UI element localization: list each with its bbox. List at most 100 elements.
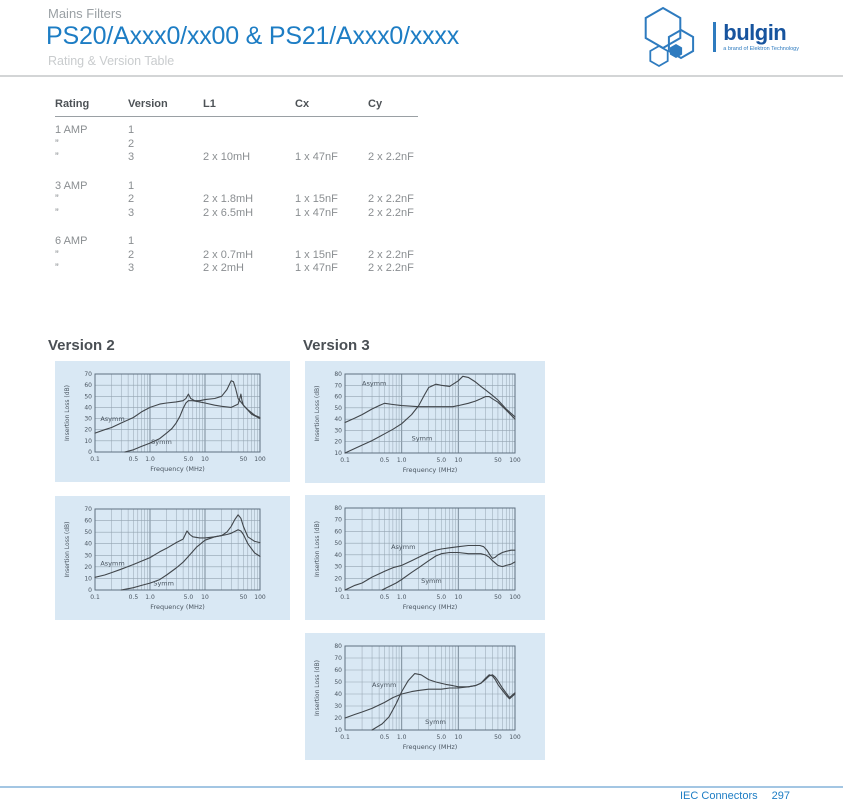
table-row: ” 2 2 x 0.7mH 1 x 15nF 2 x 2.2nF [55, 249, 418, 263]
svg-text:Frequency (MHz): Frequency (MHz) [403, 466, 458, 474]
table-cell: ” [55, 248, 59, 261]
svg-text:50: 50 [240, 594, 248, 601]
table-cell: 2 x 2.2nF [368, 262, 414, 274]
svg-text:Symm: Symm [153, 579, 174, 587]
svg-text:0.1: 0.1 [340, 594, 350, 601]
table-cell [295, 124, 368, 138]
table-group: 1 AMP 1” 2” 3 2 x 10mH 1 x 47nF 2 x 2.2nF [55, 124, 418, 165]
svg-text:1.0: 1.0 [145, 594, 155, 601]
svg-text:40: 40 [84, 541, 92, 548]
svg-text:10: 10 [455, 457, 463, 464]
svg-text:Asymm: Asymm [362, 379, 386, 387]
svg-text:20: 20 [334, 575, 342, 582]
svg-text:50: 50 [494, 734, 502, 741]
svg-text:70: 70 [334, 517, 342, 524]
svg-text:70: 70 [84, 371, 92, 378]
bulgin-logo: bulgin a brand of Elektron Technology [629, 4, 799, 70]
page-title: PS20/Axxx0/xx00 & PS21/Axxx0/xxxx [46, 22, 460, 50]
table-cell: 2 x 2.2nF [368, 206, 414, 219]
table-cell: 2 x 1.8mH [203, 193, 254, 205]
section-version-3: Version 3 [303, 337, 370, 354]
insertion-loss-chart-version3-lower: 10 20 30 40 50 60 70 80 0.1 0.5 1.0 5.0 10 50 100 Frequ… [305, 633, 545, 760]
svg-text:5.0: 5.0 [437, 594, 447, 601]
svg-text:Asymm: Asymm [100, 415, 124, 423]
svg-text:0.5: 0.5 [380, 457, 390, 464]
svg-text:50: 50 [334, 540, 342, 547]
svg-text:Insertion Loss (dB): Insertion Loss (dB) [64, 522, 71, 578]
table-cell [368, 180, 418, 194]
svg-text:30: 30 [334, 564, 342, 571]
svg-text:60: 60 [334, 394, 342, 401]
table-cell: ” [55, 151, 59, 163]
table-cell [368, 124, 418, 138]
svg-text:0.5: 0.5 [129, 594, 139, 601]
svg-text:40: 40 [334, 691, 342, 698]
table-row: ” 2 [55, 138, 418, 152]
page-footer: IEC Connectors 297 [680, 790, 790, 802]
page-subtitle: Rating & Version Table [48, 54, 175, 68]
section-version-2: Version 2 [48, 337, 115, 354]
svg-text:Symm: Symm [421, 577, 442, 585]
table-cell [203, 124, 295, 138]
table-cell: ” [55, 137, 59, 150]
table-cell: ” [55, 193, 59, 205]
svg-text:10: 10 [84, 438, 92, 445]
svg-text:40: 40 [334, 416, 342, 423]
svg-text:30: 30 [84, 416, 92, 423]
table-row: 1 AMP 1 [55, 124, 418, 138]
table-cell: 2 x 2.2nF [368, 248, 414, 261]
svg-text:60: 60 [84, 518, 92, 525]
column-header: Cy [368, 98, 383, 110]
footer-page-number: 297 [771, 790, 790, 802]
insertion-loss-chart-version3-upper: 10 20 30 40 50 60 70 80 0.1 0.5 1.0 5.0 10 50 100 Frequ… [305, 361, 545, 483]
hexagons-icon [644, 6, 695, 68]
table-header-row: Rating Version L1 Cx Cy [55, 97, 418, 111]
svg-text:20: 20 [84, 564, 92, 571]
svg-text:Symm: Symm [425, 718, 446, 726]
table-row: ” 3 2 x 6.5mH 1 x 47nF 2 x 2.2nF [55, 207, 418, 221]
insertion-loss-chart-version2-upper: 0 10 20 30 40 50 60 70 0.1 0.5 1.0 5.0 10 50 100 Freque… [55, 361, 290, 482]
svg-text:1.0: 1.0 [145, 456, 155, 463]
svg-text:50: 50 [494, 594, 502, 601]
table-cell: 1 x 47nF [295, 262, 338, 274]
svg-text:Insertion Loss (dB): Insertion Loss (dB) [314, 521, 321, 577]
logo-tagline: a brand of Elektron Technology [723, 46, 799, 52]
svg-text:40: 40 [84, 404, 92, 411]
table-row: ” 3 2 x 2mH 1 x 47nF 2 x 2.2nF [55, 262, 418, 276]
table-row: ” 2 2 x 1.8mH 1 x 15nF 2 x 2.2nF [55, 193, 418, 207]
table-cell [295, 180, 368, 194]
svg-text:5.0: 5.0 [437, 734, 447, 741]
table-cell: 1 AMP [55, 124, 88, 136]
svg-text:60: 60 [84, 382, 92, 389]
column-header: Version [128, 98, 168, 110]
svg-text:5.0: 5.0 [184, 594, 194, 601]
svg-text:0: 0 [88, 587, 92, 594]
svg-text:80: 80 [334, 643, 342, 650]
svg-text:70: 70 [84, 506, 92, 513]
svg-text:1.0: 1.0 [397, 734, 407, 741]
svg-text:70: 70 [334, 655, 342, 662]
svg-text:Asymm: Asymm [391, 543, 415, 551]
svg-text:50: 50 [240, 456, 248, 463]
table-cell: 2 [128, 137, 135, 150]
table-cell [295, 138, 368, 152]
svg-text:Frequency (MHz): Frequency (MHz) [150, 465, 205, 473]
svg-text:10: 10 [84, 575, 92, 582]
column-header: L1 [203, 98, 216, 110]
svg-text:Insertion Loss (dB): Insertion Loss (dB) [314, 660, 321, 716]
svg-text:Asymm: Asymm [372, 681, 396, 689]
table-cell: 1 [128, 179, 135, 192]
table-cell: 2 [128, 248, 135, 261]
svg-text:100: 100 [254, 594, 266, 601]
table-cell: 1 [128, 124, 135, 136]
table-cell: ” [55, 206, 59, 219]
table-cell: 3 AMP [55, 179, 88, 192]
table-group: 6 AMP 1 ” 2 2 x 0.7mH 1 x 15nF 2 x 2.2nF ” 3 2 x … [55, 235, 418, 276]
svg-text:5.0: 5.0 [184, 456, 194, 463]
table-row: ” 3 2 x 10mH 1 x 47nF 2 x 2.2nF [55, 151, 418, 165]
svg-text:80: 80 [334, 371, 342, 378]
svg-text:20: 20 [334, 439, 342, 446]
table-cell: 1 x 47nF [295, 151, 338, 163]
svg-text:80: 80 [334, 505, 342, 512]
